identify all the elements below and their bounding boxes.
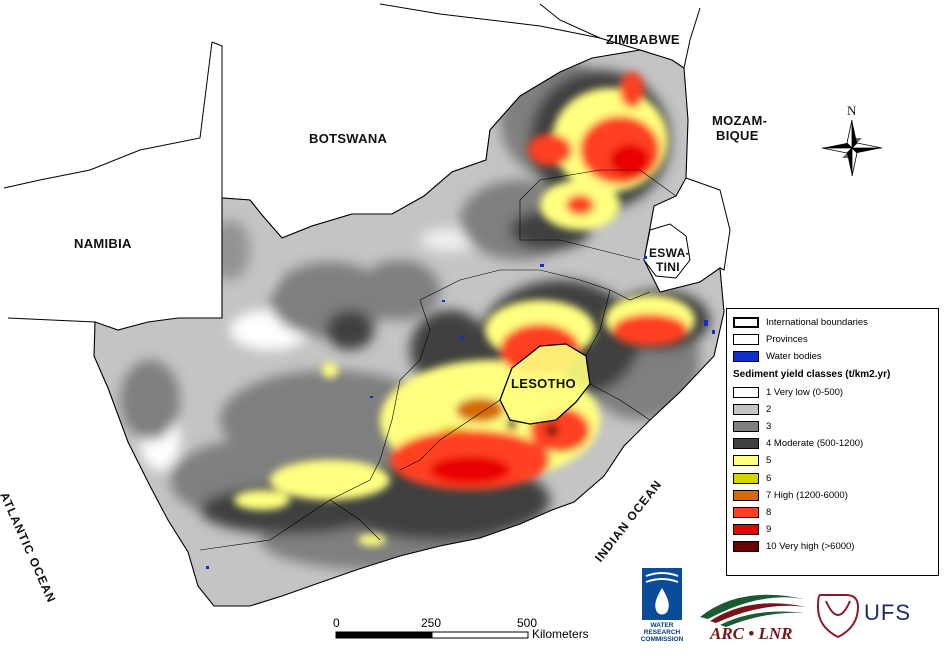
legend-label: 9 <box>766 524 772 536</box>
legend-label: 1 Very low (0-500) <box>766 386 844 398</box>
legend-swatch <box>733 541 759 553</box>
label-eswatini-1: ESWA- <box>649 246 690 260</box>
wrc-line-2: RESEARCH <box>643 629 681 636</box>
legend-swatch <box>733 351 759 363</box>
wrc-line-3: COMMISSION <box>640 636 684 643</box>
legend-class-4: 4 Moderate (500-1200) <box>733 435 932 452</box>
legend-label: Provinces <box>766 334 808 346</box>
legend-class-9: 9 <box>733 521 932 538</box>
arc-logo-icon <box>700 594 806 627</box>
label-mozambique-2: BIQUE <box>716 128 759 143</box>
legend-class-8: 8 <box>733 504 932 521</box>
wrc-logo-icon <box>642 568 682 620</box>
legend-label: 6 <box>766 472 772 484</box>
scale-tick-500: 500 <box>517 616 538 630</box>
legend-item-provinces: Provinces <box>733 331 932 348</box>
map-legend: International boundaries Provinces Water… <box>726 308 939 576</box>
legend-swatch <box>733 455 759 467</box>
scale-tick-250: 250 <box>421 616 442 630</box>
legend-label: 7 High (1200-6000) <box>766 489 848 501</box>
legend-swatch <box>733 472 759 484</box>
legend-label: Water bodies <box>766 351 822 363</box>
legend-class-1: 1 Very low (0-500) <box>733 384 932 401</box>
eswatini-shape <box>643 223 691 279</box>
legend-class-2: 2 <box>733 401 932 418</box>
scale-bar <box>335 631 529 639</box>
label-mozambique-1: MOZAM- <box>712 113 768 128</box>
wrc-line-1: WATER <box>650 622 674 629</box>
legend-swatch <box>733 438 759 450</box>
north-arrow-icon <box>821 119 883 177</box>
legend-class-10: 10 Very high (>6000) <box>733 538 932 555</box>
legend-swatch <box>733 386 759 398</box>
label-botswana: BOTSWANA <box>309 131 388 146</box>
legend-label: 8 <box>766 506 772 518</box>
label-lesotho: LESOTHO <box>511 376 576 391</box>
wrc-logo-text: WATER RESEARCH COMMISSION <box>634 622 690 643</box>
lesotho-boundary <box>499 343 591 425</box>
north-label: N <box>847 103 857 118</box>
legend-label: 2 <box>766 403 772 415</box>
legend-swatch <box>733 403 759 415</box>
legend-class-6: 6 <box>733 470 932 487</box>
legend-class-7: 7 High (1200-6000) <box>733 487 932 504</box>
arc-logo-text: ARC • LNR <box>710 624 793 643</box>
legend-swatch <box>733 317 759 329</box>
legend-class-5: 5 <box>733 452 932 469</box>
legend-label: 10 Very high (>6000) <box>766 541 855 553</box>
water-bodies <box>206 256 715 569</box>
legend-swatch <box>733 489 759 501</box>
legend-item-water-bodies: Water bodies <box>733 348 932 365</box>
legend-label: International boundaries <box>766 317 868 329</box>
legend-item-international-boundaries: International boundaries <box>733 314 932 331</box>
legend-swatch <box>733 334 759 346</box>
ufs-logo-text: UFS <box>864 600 911 625</box>
legend-swatch <box>733 506 759 518</box>
label-zimbabwe: ZIMBABWE <box>606 32 680 47</box>
legend-label: 4 Moderate (500-1200) <box>766 438 864 450</box>
legend-label: 3 <box>766 421 772 433</box>
label-namibia: NAMIBIA <box>74 236 132 251</box>
legend-class-list: 1 Very low (0-500) 2 3 4 Moderate (500-1200… <box>733 384 932 556</box>
ufs-logo-icon <box>816 594 860 639</box>
legend-class-3: 3 <box>733 418 932 435</box>
legend-label: 5 <box>766 455 772 467</box>
province-boundaries <box>199 169 677 551</box>
legend-swatch <box>733 421 759 433</box>
scale-tick-0: 0 <box>333 616 340 630</box>
label-eswatini-2: TINI <box>656 260 680 274</box>
legend-sediment-title: Sediment yield classes (t/km2.yr) <box>733 369 891 381</box>
legend-swatch <box>733 524 759 536</box>
sediment-yield-raster <box>120 60 710 570</box>
scale-unit: Kilometers <box>532 627 589 641</box>
